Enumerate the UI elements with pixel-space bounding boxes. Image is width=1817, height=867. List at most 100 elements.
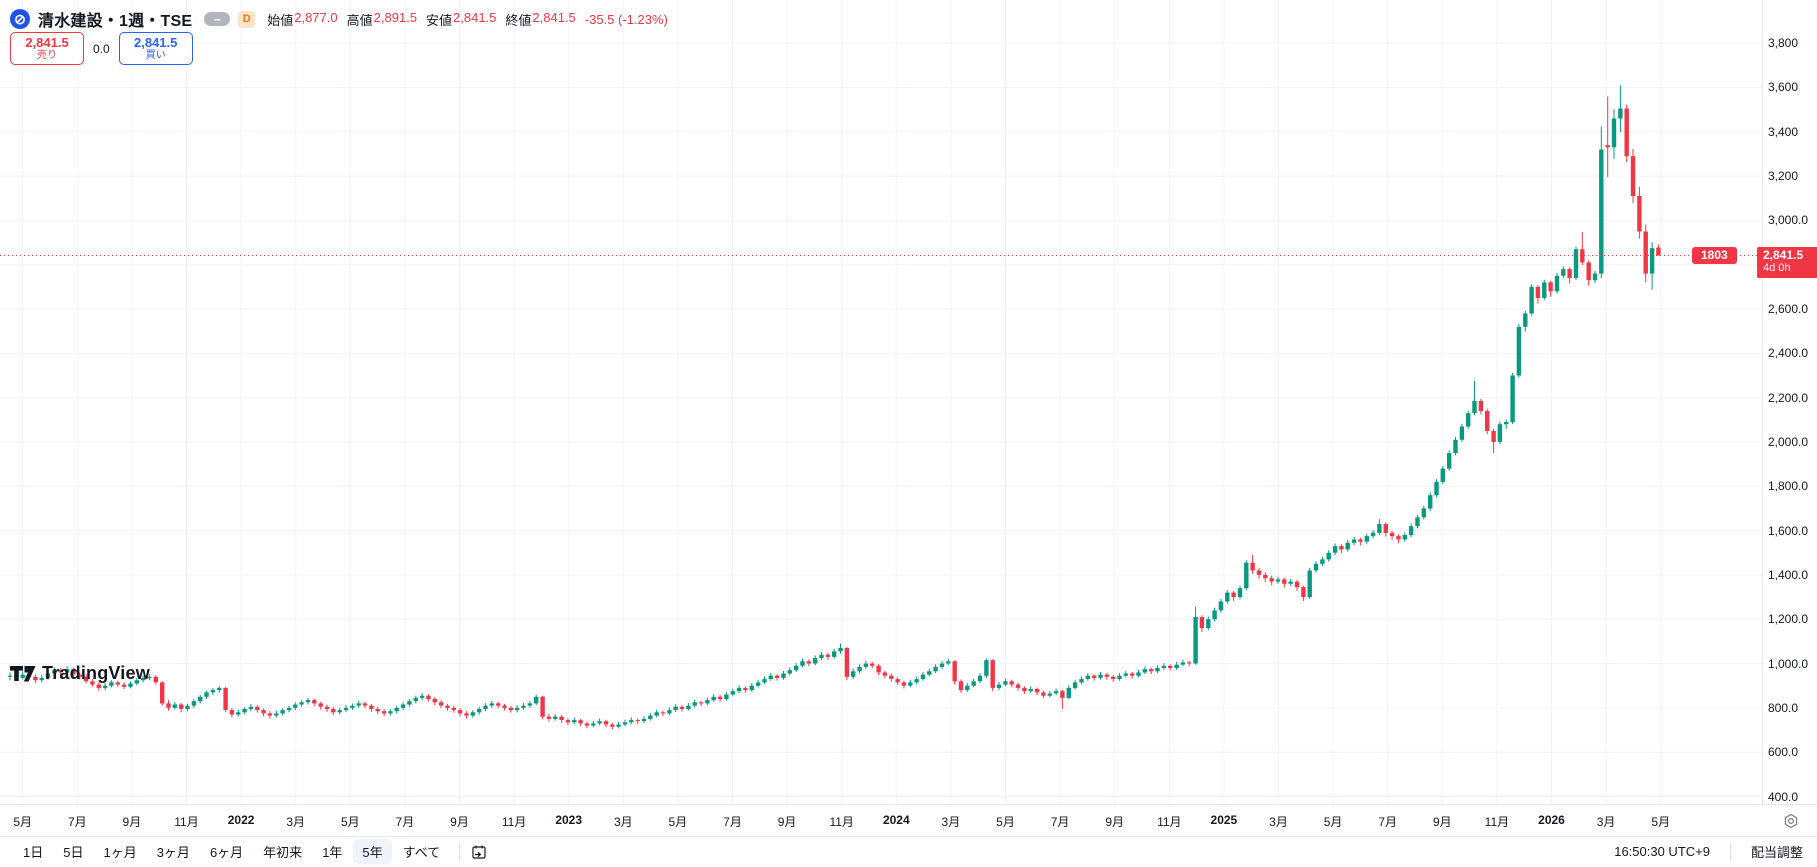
time-axis-label: 9月 — [450, 815, 469, 829]
clock[interactable]: 16:50:30 UTC+9 — [1614, 844, 1710, 859]
symbol-title[interactable]: 清水建設・1週・TSE — [38, 13, 193, 30]
price-axis-label: 400.0 — [1768, 789, 1799, 804]
tradingview-logo-text: TradingView — [42, 663, 150, 683]
range-button-5日[interactable]: 5日 — [63, 845, 84, 860]
range-switcher: 1日 5日 1ヶ月 3ヶ月 6ヶ月 年初来 1年 5年 すべて — [14, 839, 488, 864]
price-axis-label: 1,600.0 — [1768, 523, 1809, 538]
price-axis[interactable]: 2,841.5 4d 0h 3,800 3,600 3,400 3,200 3,000.… — [1757, 0, 1817, 804]
dividend-adjust-toggle[interactable]: 配当調整 — [1750, 845, 1803, 860]
range-button-すべて[interactable]: すべて — [402, 845, 441, 860]
sell-button[interactable]: 2,841.5 売り — [10, 32, 84, 65]
time-axis-label: 2022 — [227, 813, 255, 827]
grid-layer — [0, 0, 1762, 804]
price-axis-label: 1,000.0 — [1768, 656, 1809, 671]
time-axis-label: 9月 — [1105, 815, 1125, 829]
time-axis-label: 2025 — [1210, 813, 1238, 827]
ohlc-pair: 安値 2,841.5 — [426, 10, 496, 29]
ohlc-label: 安値 — [426, 12, 453, 28]
ohlc-value: 2,841.5 — [453, 9, 497, 25]
time-axis-label: 11月 — [1484, 815, 1510, 829]
candles-layer — [7, 85, 1661, 730]
price-axis-label: 1,200.0 — [1768, 612, 1809, 627]
price-axis-label: 3,400 — [1768, 124, 1799, 139]
collapse-icon[interactable]: – — [204, 12, 231, 26]
price-axis-label: 1,800.0 — [1768, 479, 1809, 494]
order-panel: 2,841.5 売り 0.0 2,841.5 買い — [10, 32, 193, 65]
time-axis-label: 9月 — [1432, 815, 1452, 829]
price-axis-label: 2,600.0 — [1768, 302, 1809, 317]
ohlc-value: 2,841.5 — [532, 9, 576, 25]
range-button-1年[interactable]: 1年 — [322, 845, 343, 860]
price-axis-label: 800.0 — [1768, 700, 1799, 715]
ohlc-label: 始値 — [267, 12, 294, 28]
custom-date-range-icon[interactable] — [470, 843, 488, 861]
range-button-年初来[interactable]: 年初来 — [263, 845, 303, 860]
buy-price: 2,841.5 — [134, 34, 178, 50]
time-axis-label: 9月 — [777, 815, 797, 829]
toolbar-divider — [1729, 842, 1731, 861]
chart-pane[interactable]: 1803 — [0, 0, 1762, 804]
time-axis-label: 5月 — [668, 815, 688, 829]
price-scale-settings-icon[interactable] — [1783, 813, 1799, 829]
tradingview-logo[interactable]: TradingView — [10, 663, 150, 684]
time-axis-label: 7月 — [1050, 815, 1070, 829]
time-axis-label: 5月 — [1651, 815, 1671, 829]
time-axis-label: 5月 — [1323, 815, 1343, 829]
time-axis-label: 3月 — [286, 815, 306, 829]
delayed-data-badge: D — [238, 10, 256, 28]
time-axis-label: 3月 — [1596, 815, 1616, 829]
ohlc-value: 2,891.5 — [373, 9, 417, 25]
buy-button[interactable]: 2,841.5 買い — [118, 32, 193, 65]
time-axis-label: 3月 — [1269, 815, 1288, 829]
ohlc-value: 2,877.0 — [294, 9, 338, 25]
time-axis-label: 3月 — [613, 815, 633, 829]
chart-canvas[interactable] — [0, 0, 1762, 804]
time-axis-label: 11月 — [174, 815, 199, 829]
time-axis-label: 3月 — [941, 815, 961, 829]
time-axis-label: 5月 — [996, 815, 1015, 829]
ohlc-pair: 始値 2,877.0 — [267, 10, 337, 29]
sell-label: 売り — [37, 49, 57, 61]
toolbar-divider — [459, 842, 461, 861]
time-axis[interactable]: 5月 7月 9月 11月 2022 3月 5月 7月 9月 11月 2023 3月 5月 7月 9月 11月 2… — [0, 804, 1817, 837]
range-button-1日[interactable]: 1日 — [23, 845, 44, 860]
price-axis-label: 3,200 — [1768, 169, 1799, 184]
time-axis-label: 11月 — [829, 815, 854, 829]
last-price-ticker-badge: 1803 — [1692, 246, 1737, 264]
time-axis-label: 11月 — [1157, 815, 1182, 829]
sell-price: 2,841.5 — [25, 34, 69, 50]
price-axis-label: 3,800 — [1768, 36, 1799, 51]
ohlc-pair: 終値 2,841.5 — [505, 10, 575, 29]
ohlc-readout: 始値 2,877.0 高値 2,891.5 安値 2,841.5 終値 2,841.5 -35.… — [267, 10, 668, 29]
symbol-logo: ⊘ — [10, 9, 30, 29]
price-change: -35.5 (-1.23%) — [584, 11, 668, 27]
price-axis-label: 2,000.0 — [1768, 434, 1809, 449]
range-button-5年[interactable]: 5年 — [353, 839, 392, 864]
price-axis-label: 600.0 — [1768, 745, 1799, 760]
ohlc-label: 高値 — [346, 12, 373, 28]
time-axis-label: 2023 — [555, 813, 583, 827]
spread-value: 0.0 — [93, 41, 110, 56]
time-axis-label: 5月 — [340, 815, 360, 829]
time-axis-label: 7月 — [67, 815, 87, 829]
last-price-badge: 2,841.5 4d 0h — [1757, 246, 1817, 278]
price-axis-label: 1,400.0 — [1768, 567, 1809, 582]
time-axis-label: 2024 — [882, 813, 910, 827]
range-button-3ヶ月[interactable]: 3ヶ月 — [156, 845, 190, 860]
time-axis-label: 11月 — [501, 815, 527, 829]
range-button-6ヶ月[interactable]: 6ヶ月 — [209, 845, 244, 860]
bottom-toolbar: 1日 5日 1ヶ月 3ヶ月 6ヶ月 年初来 1年 5年 すべて 16:50:30 UTC+9 配… — [0, 836, 1817, 866]
last-price-value: 2,841.5 — [1763, 247, 1804, 262]
time-axis-label: 7月 — [723, 815, 742, 829]
tradingview-logo-icon — [10, 665, 36, 681]
time-axis-label: 5月 — [13, 815, 33, 829]
buy-label: 買い — [145, 49, 166, 61]
price-axis-label: 3,000.0 — [1768, 213, 1809, 228]
time-axis-label: 9月 — [122, 815, 142, 829]
ohlc-label: 終値 — [505, 12, 532, 28]
range-button-1ヶ月[interactable]: 1ヶ月 — [103, 845, 137, 860]
time-axis-label: 2026 — [1538, 813, 1565, 827]
time-axis-label: 7月 — [1378, 815, 1398, 829]
price-axis-label: 3,600 — [1768, 80, 1799, 95]
